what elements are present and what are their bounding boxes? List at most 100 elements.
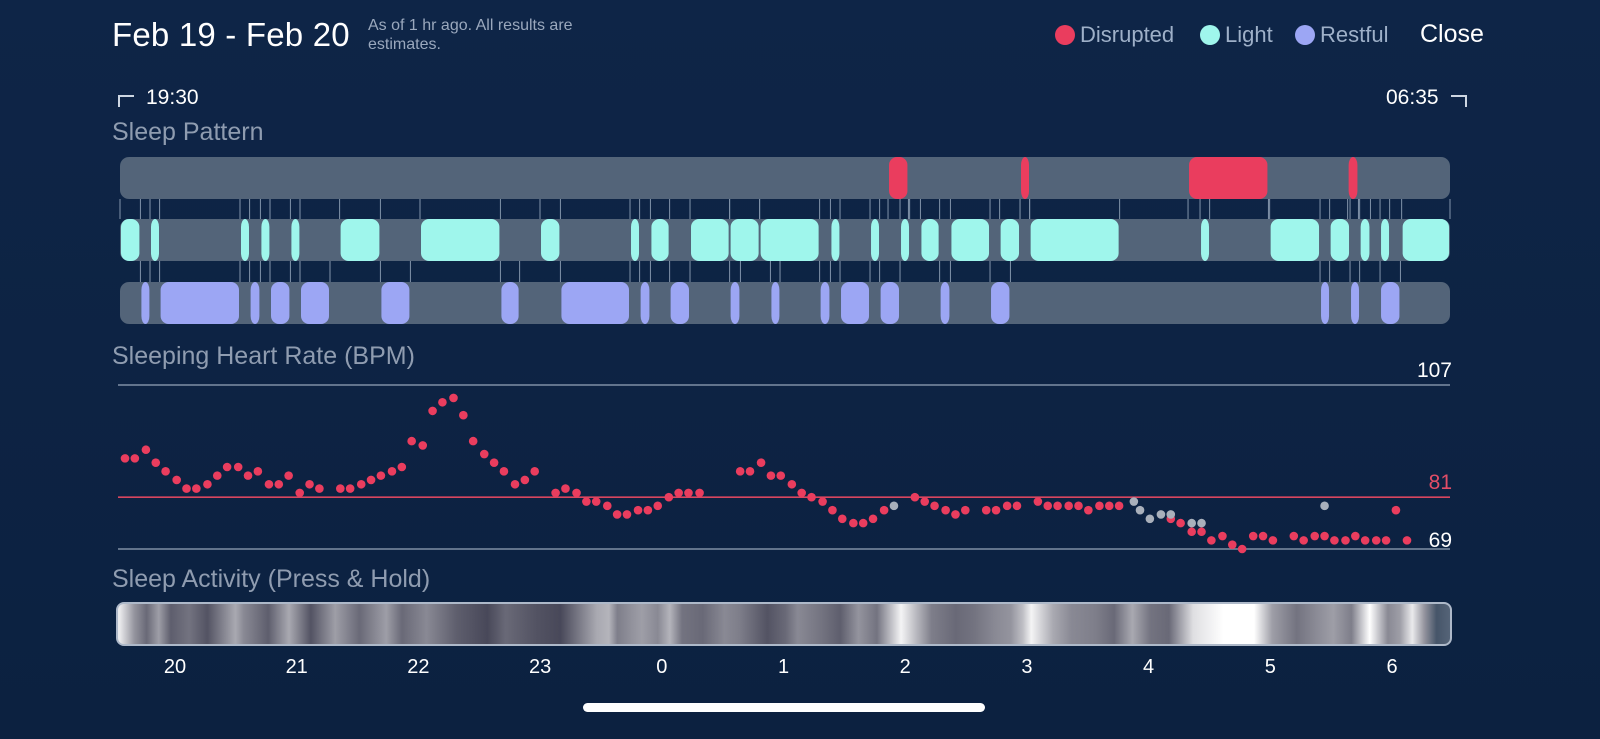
hr-point-2: [141, 445, 151, 455]
hr-point-27: [407, 436, 416, 446]
hr-point-0: [120, 454, 130, 463]
restful-segment-8: [640, 282, 650, 324]
hr-reference-label-107: 107: [1417, 359, 1452, 382]
light-segment-21: [1270, 219, 1320, 261]
legend-light-label: Light: [1225, 22, 1273, 47]
hr-point-11: [233, 462, 243, 472]
hr-point-73: [941, 505, 950, 515]
home-indicator[interactable]: [583, 703, 985, 712]
hr-point-95: [1227, 540, 1237, 549]
hr-point-3: [151, 458, 161, 467]
page-title: Feb 19 - Feb 20: [112, 16, 350, 53]
start-bracket-icon: [118, 95, 134, 107]
hr-point-87: [1104, 501, 1114, 511]
restful-segment-9: [670, 282, 690, 324]
light-segment-24: [1381, 219, 1390, 261]
restful-segment-10: [730, 282, 740, 324]
hr-point-16: [284, 471, 293, 480]
hr-point-83: [1064, 501, 1073, 511]
light-segment-1: [151, 219, 160, 261]
hr-point-19: [315, 484, 324, 493]
hr-point-14: [264, 479, 274, 489]
hr-point-82: [1053, 501, 1062, 511]
hr-point-50: [653, 501, 663, 511]
restful-segment-17: [1321, 282, 1330, 324]
estimate-note: As of 1 hr ago. All results are estimate…: [368, 17, 573, 53]
time-tick-5: 5: [1264, 656, 1276, 678]
hr-point-91: [1187, 527, 1196, 537]
hr-point-71: [920, 497, 930, 506]
light-segment-17: [951, 219, 990, 261]
hr-point-110: [1391, 505, 1401, 515]
time-tick-2: 2: [899, 656, 911, 678]
hr-point-39: [530, 467, 539, 476]
hr-point-23: [366, 475, 376, 485]
hr-uncertain-point-8: [1320, 501, 1329, 511]
legend-restful-label: Restful: [1320, 22, 1389, 47]
hr-point-102: [1310, 531, 1320, 541]
hr-point-65: [837, 514, 847, 524]
legend-disrupted-dot: [1055, 25, 1075, 45]
hr-point-69: [879, 505, 889, 515]
light-segment-20: [1201, 219, 1210, 261]
light-segment-14: [871, 219, 880, 261]
light-segment-13: [831, 219, 840, 261]
hr-point-109: [1381, 536, 1391, 545]
hr-uncertain-point-2: [1135, 505, 1145, 515]
start-time: 19:30: [118, 86, 199, 110]
light-segment-7: [541, 219, 560, 261]
restful-segment-12: [820, 282, 830, 324]
hr-point-63: [818, 497, 827, 506]
hr-point-107: [1360, 536, 1370, 545]
hr-point-54: [695, 488, 704, 498]
hr-point-1: [130, 454, 140, 463]
light-segment-9: [651, 219, 669, 261]
close-button[interactable]: Close: [1420, 20, 1484, 48]
hr-point-30: [438, 397, 447, 407]
hr-uncertain-point-5: [1166, 510, 1176, 519]
end-bracket-icon: [1450, 95, 1467, 107]
hr-point-56: [745, 467, 755, 476]
hr-point-10: [222, 462, 232, 472]
time-tick-21: 21: [285, 656, 308, 678]
restful-segment-15: [940, 282, 950, 324]
light-segment-16: [921, 219, 939, 261]
restful-segment-0: [141, 282, 150, 324]
sleep-pattern-title: Sleep Pattern: [112, 118, 264, 146]
hr-point-29: [428, 406, 437, 416]
hr-point-76: [981, 505, 991, 515]
hr-point-55: [735, 467, 745, 476]
hr-point-25: [387, 467, 397, 476]
hr-point-7: [192, 484, 201, 493]
hr-point-15: [274, 479, 284, 489]
light-segment-18: [1000, 219, 1020, 261]
hr-point-81: [1043, 501, 1053, 511]
sleep-activity-bar[interactable]: [116, 602, 1452, 646]
hr-point-61: [797, 488, 806, 498]
end-time-label: 06:35: [1386, 86, 1439, 109]
restful-segment-14: [880, 282, 900, 324]
hr-point-42: [572, 488, 581, 498]
hr-point-72: [930, 501, 939, 511]
hr-reference-label-69: 69: [1429, 529, 1452, 552]
light-segment-10: [691, 219, 729, 261]
hr-point-108: [1371, 536, 1381, 545]
heart-rate-chart: 107 81 69: [118, 359, 1452, 554]
light-segment-11: [730, 219, 759, 261]
end-time: 06:35: [1386, 86, 1467, 110]
hr-point-31: [449, 393, 458, 403]
hr-point-70: [910, 492, 920, 502]
hr-point-105: [1341, 536, 1350, 545]
hr-uncertain-point-3: [1145, 514, 1155, 524]
hr-point-22: [356, 479, 366, 489]
hr-point-96: [1237, 544, 1247, 554]
light-segment-25: [1402, 219, 1449, 261]
legend-light: Light: [1200, 22, 1273, 48]
disrupted-segment-0: [889, 157, 908, 199]
hr-point-57: [756, 458, 766, 467]
restful-segment-5: [381, 282, 410, 324]
hr-point-36: [499, 467, 509, 476]
hr-point-60: [787, 479, 797, 489]
hr-point-106: [1351, 531, 1360, 541]
hr-point-86: [1095, 501, 1104, 511]
